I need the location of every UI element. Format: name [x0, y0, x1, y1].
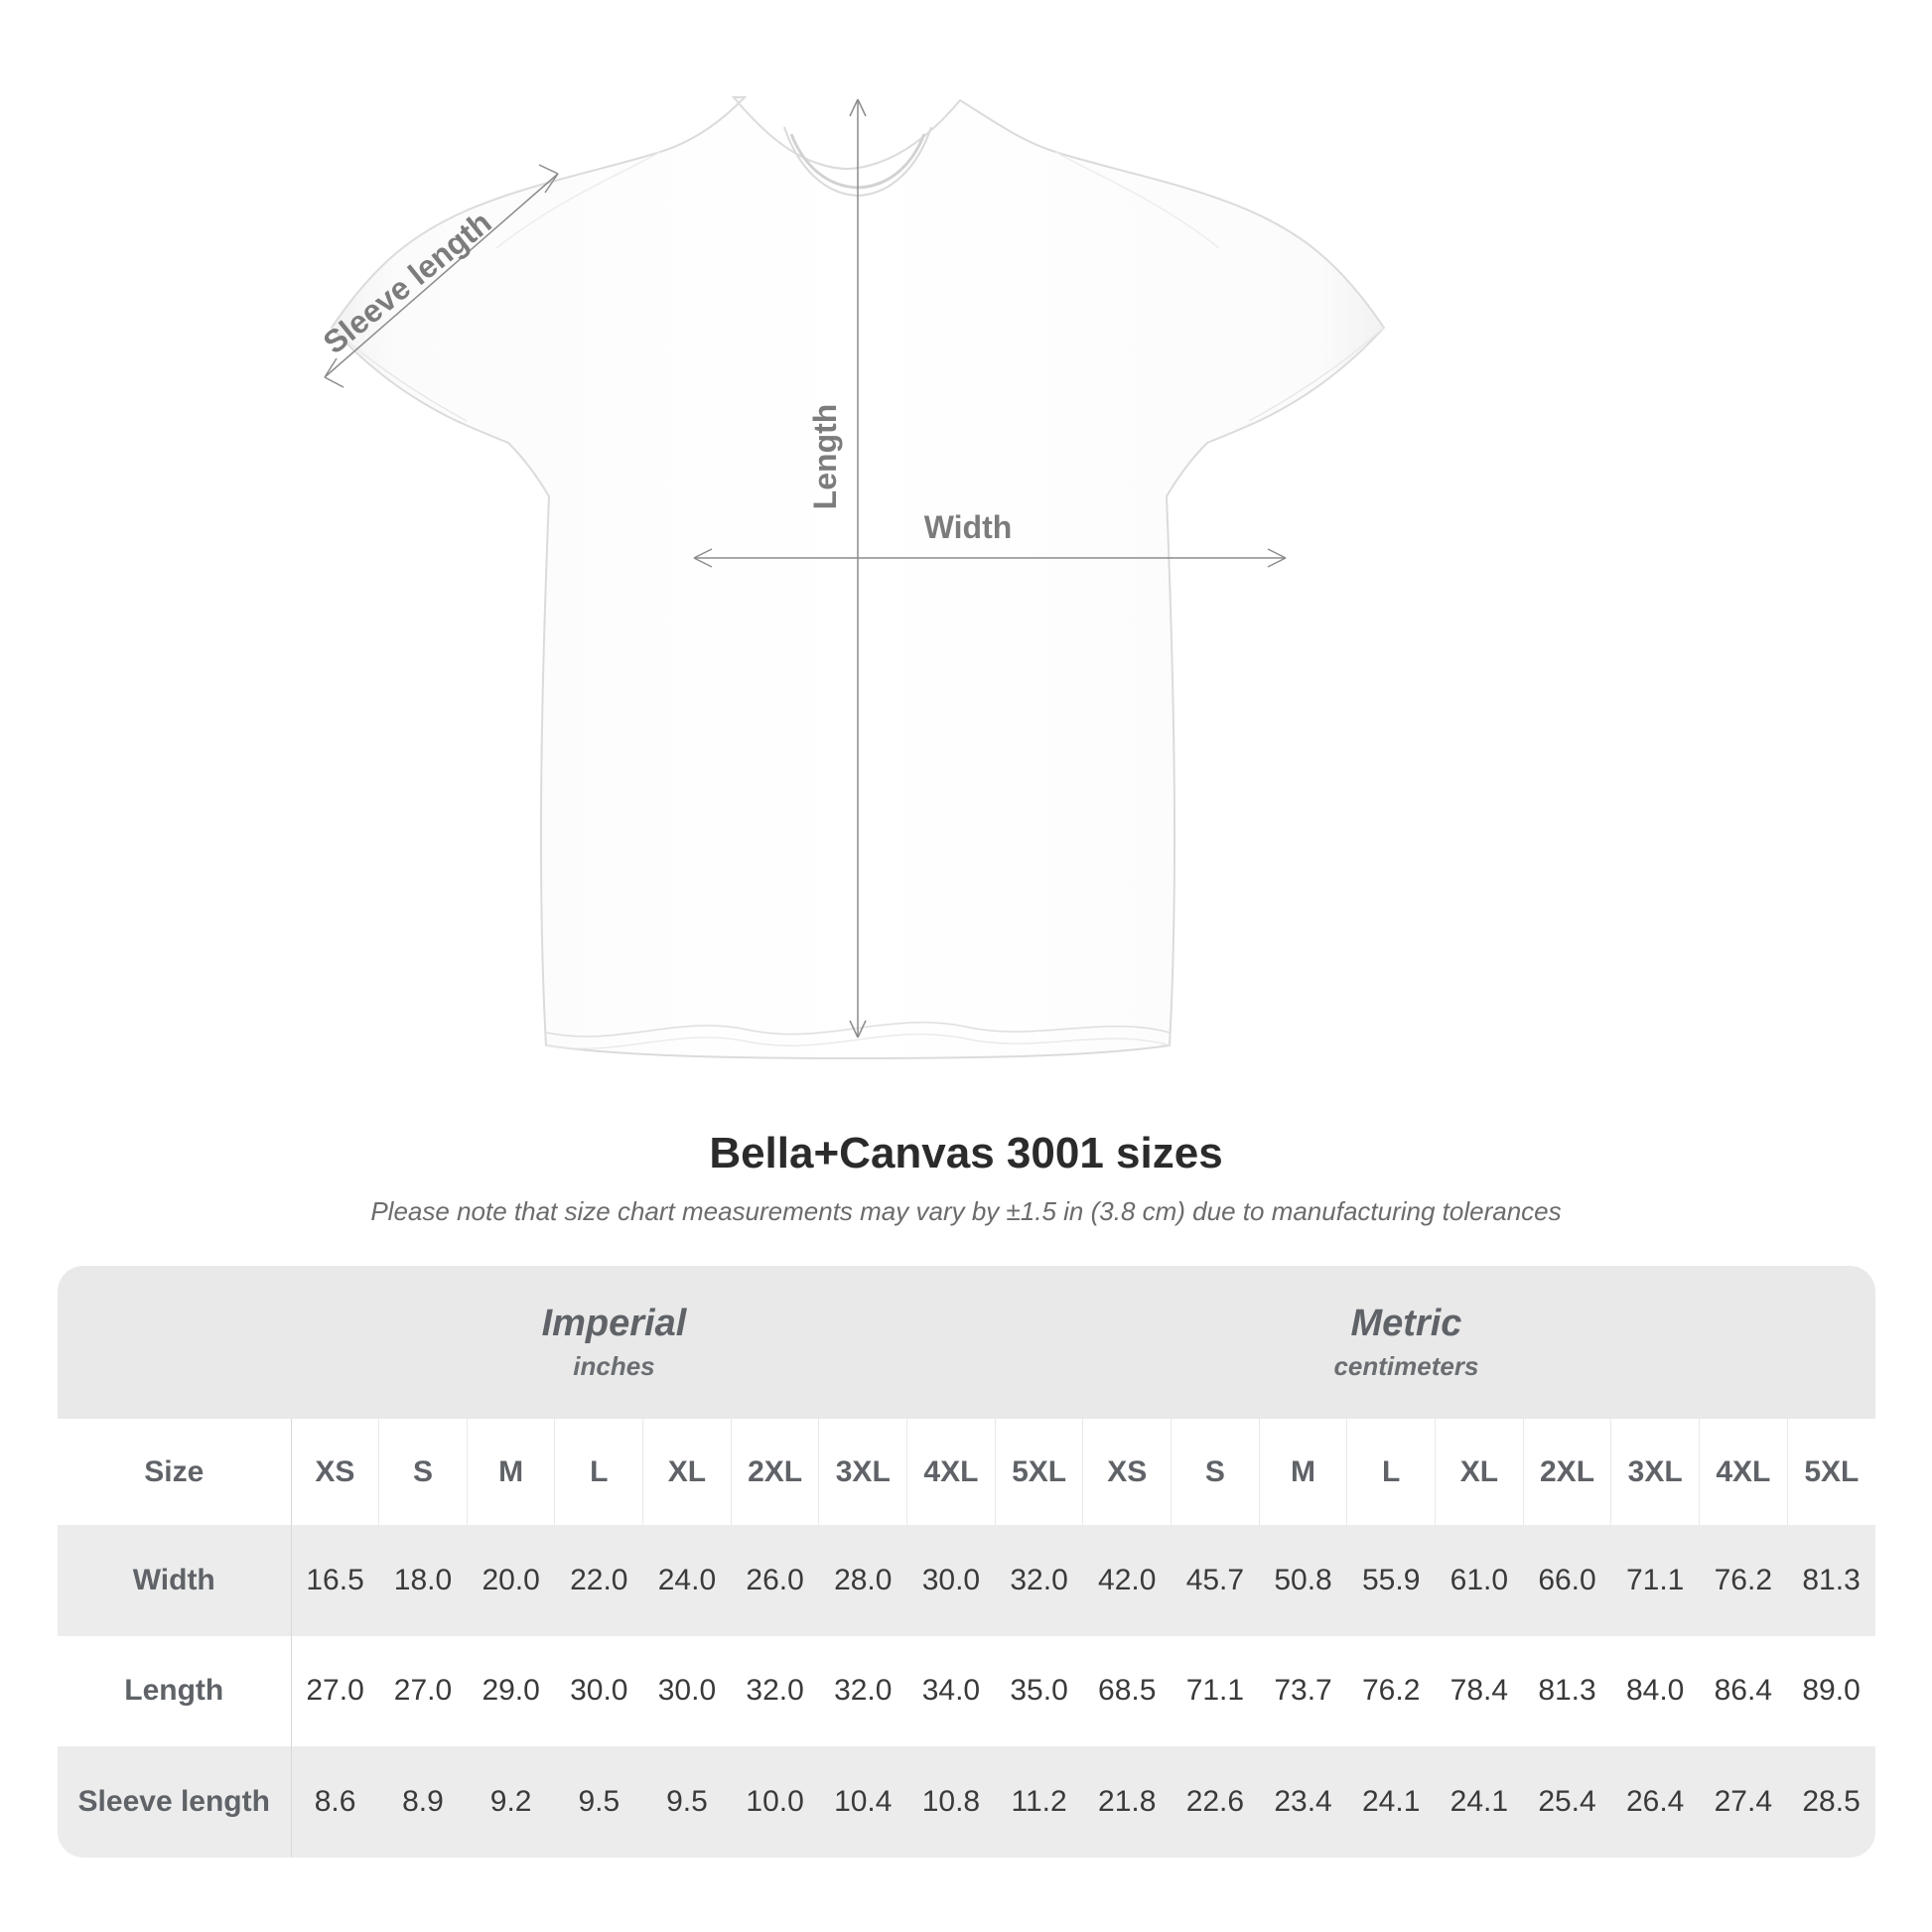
svg-text:Width: Width — [924, 509, 1013, 545]
svg-text:Length: Length — [807, 404, 843, 510]
